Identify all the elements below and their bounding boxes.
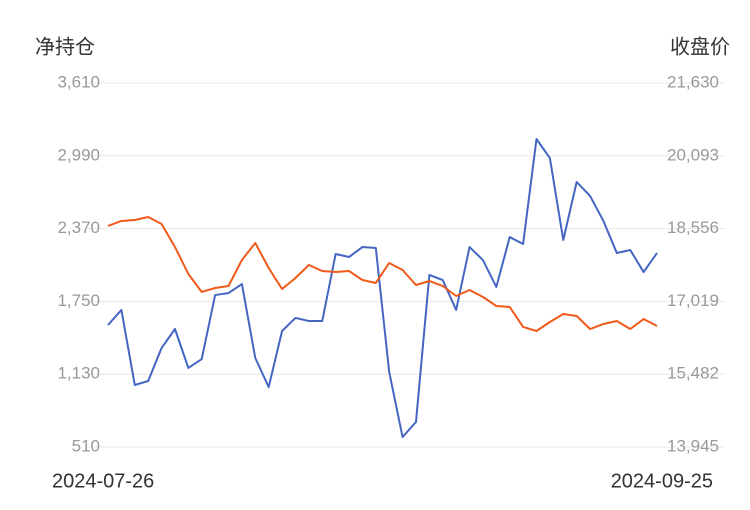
y-tick-label: 510 xyxy=(72,436,100,455)
x-tick-label: 2024-09-25 xyxy=(611,470,713,492)
y2-axis-title: 收盘价 xyxy=(670,35,730,58)
x-tick-label: 2024-07-26 xyxy=(52,470,154,492)
y-tick-label: 2,370 xyxy=(57,218,100,237)
y-tick-label: 2,990 xyxy=(57,145,100,164)
series-line xyxy=(107,215,658,333)
y2-tick-label: 20,093 xyxy=(667,145,719,164)
y2-tick-label: 17,019 xyxy=(667,291,719,310)
series-line xyxy=(107,138,658,439)
y-tick-label: 1,130 xyxy=(57,364,100,383)
y2-tick-label: 21,630 xyxy=(667,72,719,91)
y-tick-label: 3,610 xyxy=(57,72,100,91)
y-tick-label: 1,750 xyxy=(57,291,100,310)
y2-tick-label: 13,945 xyxy=(667,436,719,455)
y2-tick-label: 15,482 xyxy=(667,364,719,383)
y-axis-title: 净持仓 xyxy=(35,35,95,58)
y2-tick-label: 18,556 xyxy=(667,218,719,237)
